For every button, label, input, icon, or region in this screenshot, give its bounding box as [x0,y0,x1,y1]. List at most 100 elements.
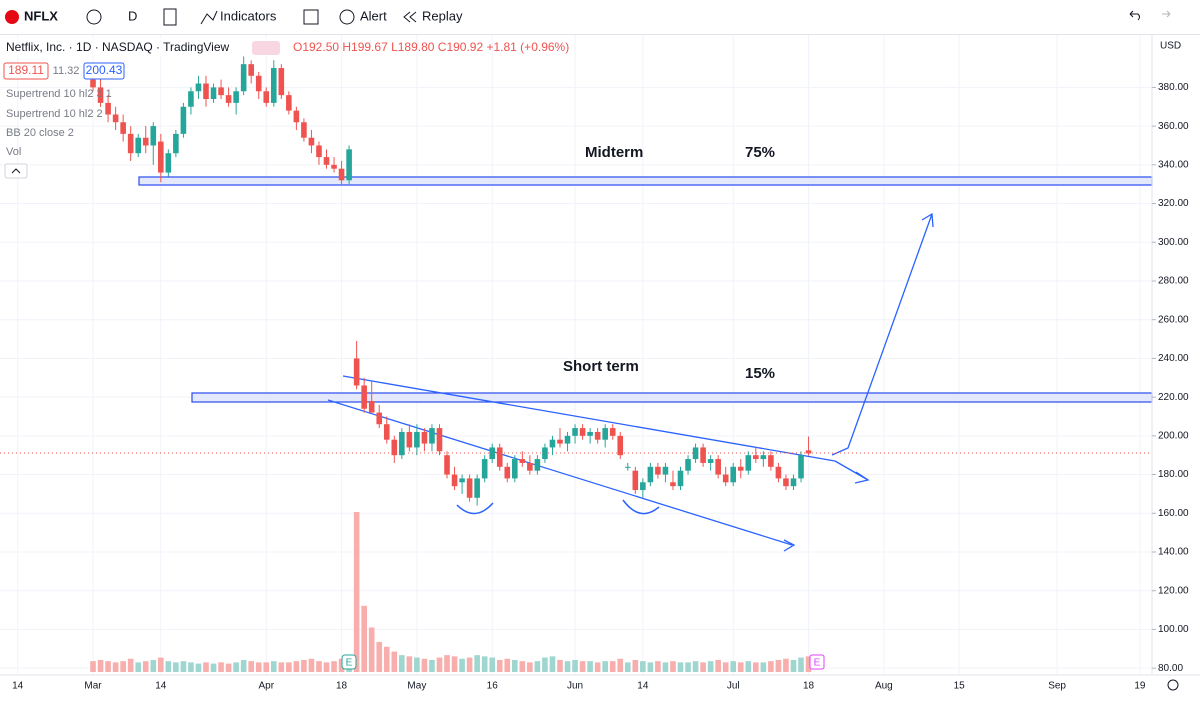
volume-bar [165,661,172,672]
replay-icon [403,11,417,23]
candle-body [519,459,526,463]
candle-body [557,439,563,444]
undo-button[interactable] [1129,10,1140,21]
volume-bar [158,657,164,672]
indicator[interactable]: Supertrend 10 hl2 3 1 [6,88,112,100]
volume-bar [542,657,548,672]
candle-body [737,466,744,471]
volume-bar [120,661,126,672]
indicator[interactable]: Vol [6,146,21,158]
volume-bar [466,657,473,672]
volume-bar [112,662,119,672]
candle-body [564,435,571,444]
ask: 200.43 [86,63,123,77]
indicator[interactable]: Supertrend 10 hl2 2 [6,108,103,120]
candle-body [594,431,601,440]
indicators-button[interactable]: Indicators [220,8,277,23]
volume-bar [90,661,96,672]
annotation: 15% [745,365,775,382]
volume-bar [210,663,217,672]
candle-body [805,450,812,454]
x-tick-label: 14 [12,681,24,692]
collapse-icon [11,168,21,174]
candle-body [798,455,804,479]
volume-bar [587,661,593,672]
volume-bar [150,659,157,672]
volume-bar [692,661,699,672]
earnings-marker[interactable] [341,654,357,670]
compare-button[interactable] [86,9,102,25]
candle-body [775,466,782,479]
y-tick-label: 260.00 [1158,314,1189,325]
candle-body [165,153,172,173]
chart-type-button[interactable] [163,8,177,26]
symbol[interactable]: NFLX [24,8,58,23]
settings-icon[interactable] [1167,679,1179,691]
y-tick-label: 340.00 [1158,159,1189,170]
currency[interactable]: USD [1160,41,1181,52]
shoulder-arc [456,502,494,515]
volume-bar [195,663,202,672]
volume-bar [745,661,752,672]
collapse-button[interactable] [4,163,28,179]
volume-bar [768,661,774,672]
volume-bar [760,662,767,672]
candle-body [414,431,420,448]
ask-box[interactable] [83,62,125,80]
templates-button[interactable] [303,9,319,25]
volume-bar [632,659,639,672]
x-tick-label: 16 [487,681,499,692]
volume-bar [293,661,300,672]
volume-bar [722,662,729,672]
y-tick-label: 240.00 [1158,353,1189,364]
candle-body [308,137,315,146]
volume-bar [316,661,322,672]
candle-body [383,424,390,440]
candle-body [421,431,428,444]
redo-button[interactable] [1162,10,1171,18]
candle-body [142,137,149,146]
candle-body [316,145,322,158]
toolbar [0,0,1200,34]
x-tick-label: 19 [1134,681,1146,692]
y-tick-label: 160.00 [1158,508,1189,519]
candle-body [127,133,134,154]
volume-bar [609,661,616,672]
spread: 11.32 [53,65,80,77]
volume-bar [180,661,187,672]
volume-bar [512,659,518,672]
volume-bar [677,662,684,672]
volume-bar [248,661,254,672]
y-tick-label: 300.00 [1158,237,1189,248]
indicator[interactable]: BB 20 close 2 [6,127,74,139]
candle-body [496,447,503,467]
x-tick-label: Aug [875,681,893,692]
candle-body [293,110,300,123]
bid-box[interactable] [3,62,49,80]
volume-bar [700,662,706,672]
volume-bar [391,651,398,672]
candle-body [602,428,608,440]
volume-bar [753,662,759,672]
volume-bar [278,662,285,672]
candle-body [399,431,405,456]
volume-bar [97,659,104,672]
volume-bar [775,659,782,672]
y-tick-label: 120.00 [1158,585,1189,596]
volume-bar [105,661,111,672]
candle-body [368,400,375,413]
candle-body [429,428,435,444]
volume-bar [481,656,488,672]
volume-bar [406,656,413,672]
volume-bar [474,655,480,672]
volume-bar [624,662,631,672]
earnings-marker[interactable] [809,654,825,670]
alert-button[interactable]: Alert [360,8,387,23]
interval[interactable]: D [128,8,137,23]
legend-title[interactable]: Netflix, Inc. · 1D · NASDAQ · TradingVie… [6,40,230,54]
candle-body [218,87,224,96]
volume-bar [331,661,337,672]
candle-body [760,455,767,460]
candle-body [225,95,232,103]
replay-button[interactable]: Replay [422,8,463,23]
